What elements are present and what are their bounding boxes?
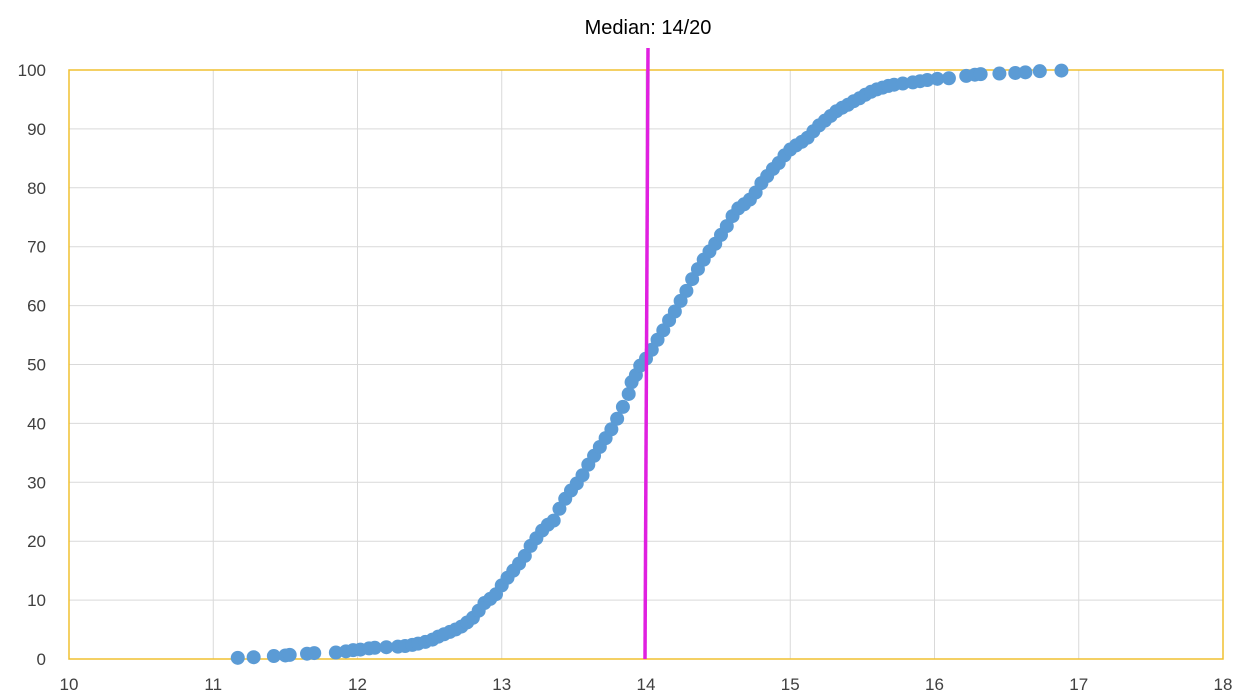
x-tick-label-0: 10 — [60, 675, 79, 694]
data-points — [230, 63, 1069, 665]
y-axis-tick-labels: 0 10 20 30 40 50 60 70 80 90 100 — [18, 61, 46, 669]
data-point-6 — [307, 646, 322, 661]
x-tick-label-8: 18 — [1214, 675, 1233, 694]
data-point-52 — [615, 399, 630, 414]
y-tick-label-3: 30 — [27, 473, 46, 492]
median-marker: Median: 14/20 — [585, 17, 712, 660]
data-point-62 — [667, 304, 682, 319]
data-point-111 — [1008, 65, 1023, 80]
median-label: Median: 14/20 — [585, 17, 712, 39]
data-point-53 — [621, 386, 636, 401]
x-tick-label-7: 17 — [1069, 675, 1088, 694]
x-tick-label-4: 14 — [637, 675, 656, 694]
y-tick-label-10: 100 — [18, 61, 46, 80]
data-point-51 — [610, 411, 625, 426]
y-tick-label-8: 80 — [27, 179, 46, 198]
data-point-40 — [546, 513, 561, 528]
data-point-12 — [367, 640, 382, 655]
data-point-45 — [575, 468, 590, 483]
data-point-113 — [1032, 64, 1047, 79]
data-point-1 — [246, 650, 261, 665]
x-tick-label-6: 16 — [925, 675, 944, 694]
data-point-2 — [266, 649, 281, 664]
y-tick-label-4: 40 — [27, 414, 46, 433]
y-tick-label-9: 90 — [27, 120, 46, 139]
data-point-106 — [941, 71, 956, 86]
data-point-105 — [930, 71, 945, 86]
y-tick-label-1: 10 — [27, 591, 46, 610]
data-point-4 — [282, 647, 297, 662]
data-point-50 — [604, 422, 619, 437]
data-point-112 — [1018, 65, 1033, 80]
x-tick-label-5: 15 — [781, 675, 800, 694]
data-point-110 — [992, 66, 1007, 81]
y-tick-label-0: 0 — [37, 650, 46, 669]
data-point-114 — [1054, 63, 1069, 78]
x-axis-tick-labels: 10 11 12 13 14 15 16 17 18 — [60, 675, 1233, 694]
data-point-64 — [679, 283, 694, 298]
y-tick-label-5: 50 — [27, 356, 46, 375]
median-line — [643, 47, 650, 660]
y-tick-label-7: 70 — [27, 238, 46, 257]
y-tick-label-2: 20 — [27, 532, 46, 551]
data-point-0 — [230, 650, 245, 665]
y-tick-label-6: 60 — [27, 297, 46, 316]
x-tick-label-3: 13 — [492, 675, 511, 694]
x-tick-label-2: 12 — [348, 675, 367, 694]
x-tick-label-1: 11 — [204, 675, 222, 694]
data-point-13 — [379, 640, 394, 655]
data-point-109 — [973, 67, 988, 82]
